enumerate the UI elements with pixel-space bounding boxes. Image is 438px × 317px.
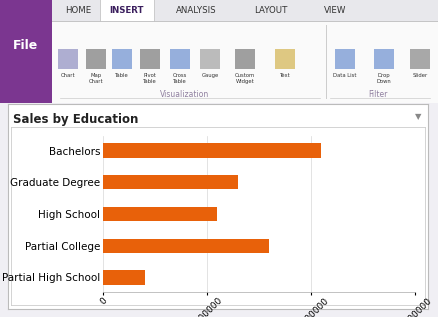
Bar — [86, 49, 106, 69]
Text: Drop
Down: Drop Down — [376, 73, 391, 84]
Text: Text: Text — [279, 73, 290, 78]
Bar — [103, 207, 217, 221]
Text: Chart: Chart — [60, 73, 75, 78]
Text: Cross
Table: Cross Table — [173, 73, 187, 84]
Text: Map
Chart: Map Chart — [88, 73, 103, 84]
Text: ▼: ▼ — [414, 112, 421, 121]
Bar — [274, 49, 294, 69]
Bar — [140, 49, 159, 69]
Text: Data List: Data List — [332, 73, 356, 78]
Bar — [234, 49, 254, 69]
Bar — [103, 270, 145, 285]
Text: Custom
Widget: Custom Widget — [234, 73, 254, 84]
Text: Filter: Filter — [367, 90, 387, 99]
Bar — [52, 21, 438, 103]
Text: Pivot
Table: Pivot Table — [143, 73, 156, 84]
Bar — [103, 143, 321, 158]
Bar — [103, 175, 238, 189]
Bar — [200, 49, 219, 69]
Text: HOME: HOME — [65, 6, 91, 15]
Text: INSERT: INSERT — [110, 6, 144, 15]
Bar — [373, 49, 393, 69]
Text: LAYOUT: LAYOUT — [254, 6, 287, 15]
Text: Sales by Education: Sales by Education — [13, 113, 138, 126]
Bar — [0, 0, 52, 103]
Bar — [334, 49, 354, 69]
Text: Table: Table — [115, 73, 129, 78]
Bar — [112, 49, 132, 69]
Text: ANALYSIS: ANALYSIS — [175, 6, 216, 15]
Bar — [409, 49, 429, 69]
Text: Gauge: Gauge — [201, 73, 218, 78]
Bar — [100, 0, 154, 21]
Bar — [58, 49, 78, 69]
Text: Visualization: Visualization — [160, 90, 209, 99]
Bar — [170, 49, 190, 69]
Text: VIEW: VIEW — [323, 6, 346, 15]
Bar — [103, 239, 269, 253]
Text: File: File — [13, 39, 39, 52]
Bar — [52, 0, 438, 21]
Text: Slider: Slider — [411, 73, 427, 78]
